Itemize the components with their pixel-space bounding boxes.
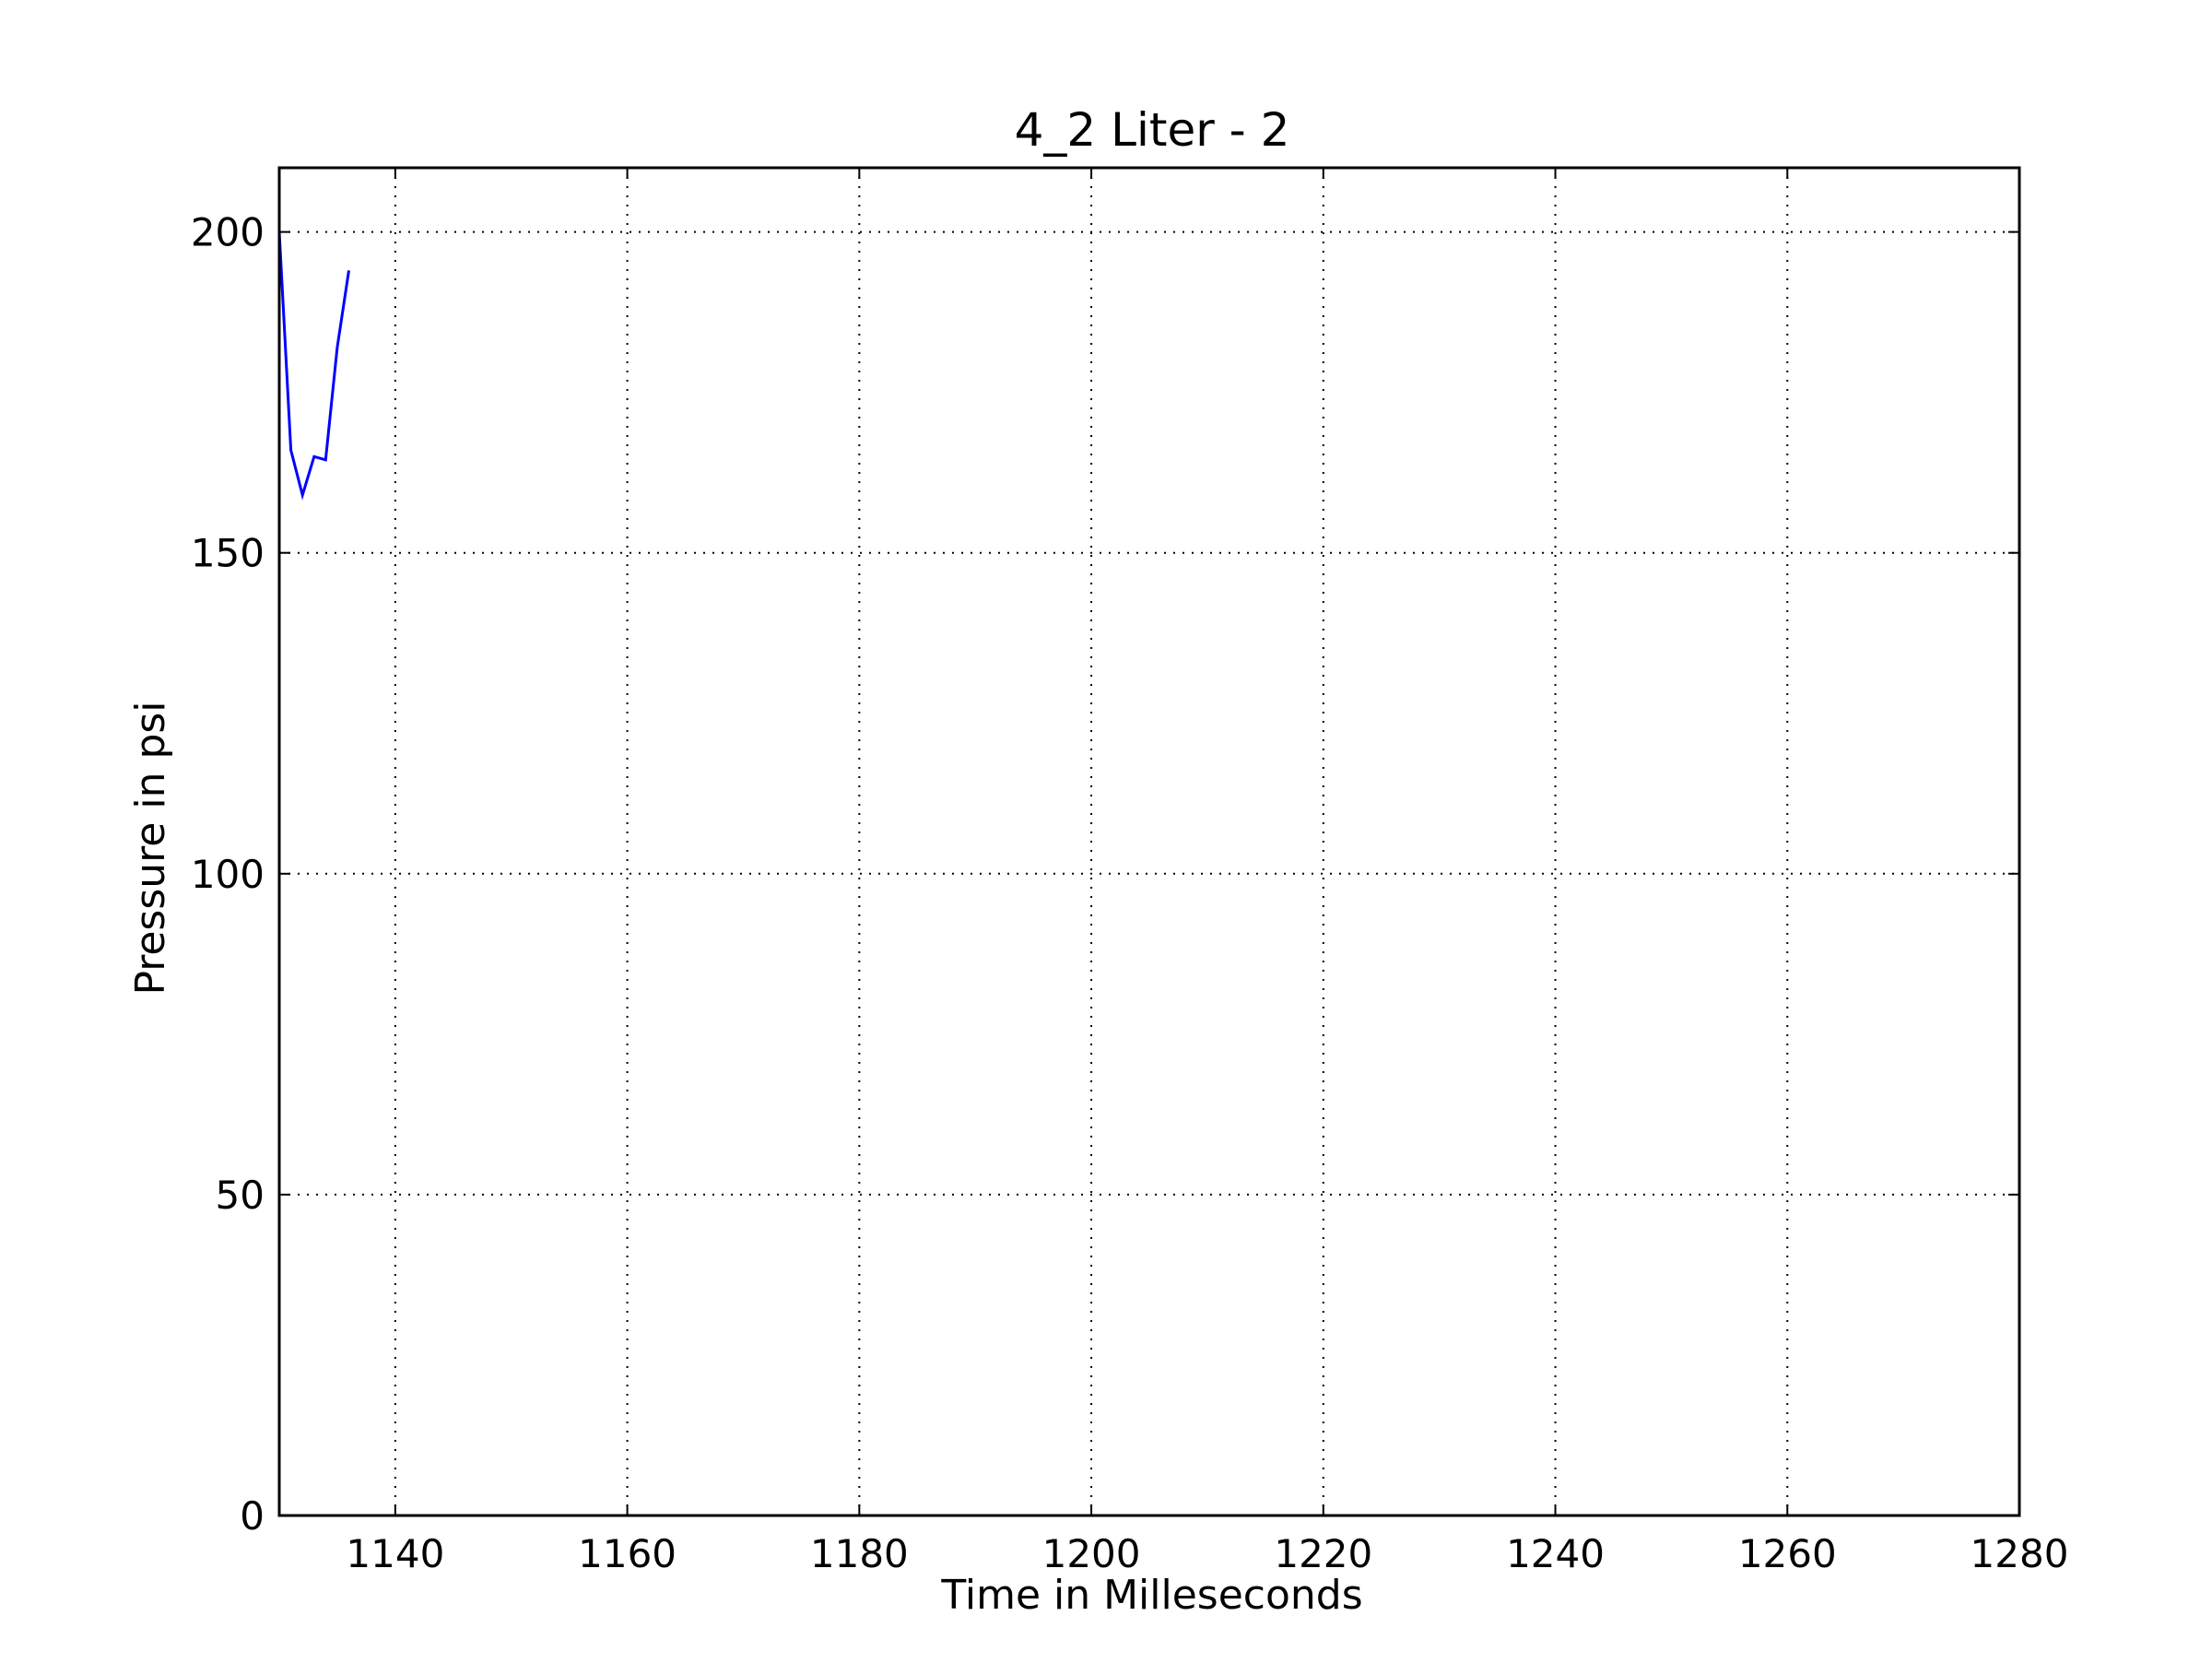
x-tick-label: 1200 <box>1042 1531 1141 1576</box>
series-layer <box>277 231 350 501</box>
y-tick-label: 150 <box>191 531 265 576</box>
y-axis-label: Pressure in psi <box>127 701 174 995</box>
x-tick-label: 1160 <box>578 1531 677 1576</box>
y-tick-label: 100 <box>191 852 265 897</box>
y-tick-label: 200 <box>191 210 265 255</box>
x-tick-label: 1140 <box>346 1531 444 1576</box>
x-tick-label: 1280 <box>1971 1531 2069 1576</box>
ticks: 1140 1160 1180 1200 1220 1240 1260 1280 0 50 100 15… <box>191 168 2069 1576</box>
y-tick-label: 50 <box>216 1173 265 1218</box>
plot-frame <box>277 166 2021 1517</box>
y-tick-label: 0 <box>240 1493 265 1539</box>
grid <box>279 168 2019 1516</box>
series-line-0 <box>277 231 350 501</box>
x-tick-label: 1180 <box>810 1531 909 1576</box>
x-tick-label: 1220 <box>1274 1531 1372 1576</box>
x-tick-label: 1260 <box>1738 1531 1837 1576</box>
x-axis-label: Time in Milleseconds <box>940 1572 1362 1619</box>
chart-title: 4_2 Liter - 2 <box>1015 103 1290 157</box>
x-tick-label: 1240 <box>1506 1531 1605 1576</box>
